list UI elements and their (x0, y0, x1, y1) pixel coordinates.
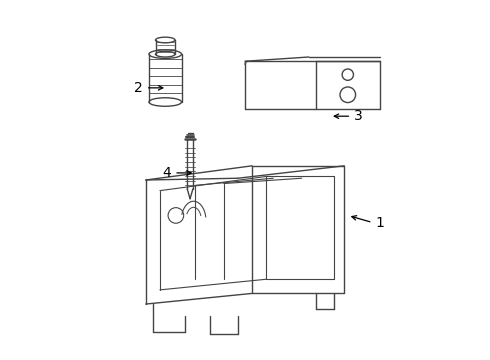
Text: 2: 2 (134, 81, 143, 95)
Text: 1: 1 (375, 216, 384, 230)
Text: 4: 4 (163, 166, 172, 180)
Text: 3: 3 (354, 109, 363, 123)
